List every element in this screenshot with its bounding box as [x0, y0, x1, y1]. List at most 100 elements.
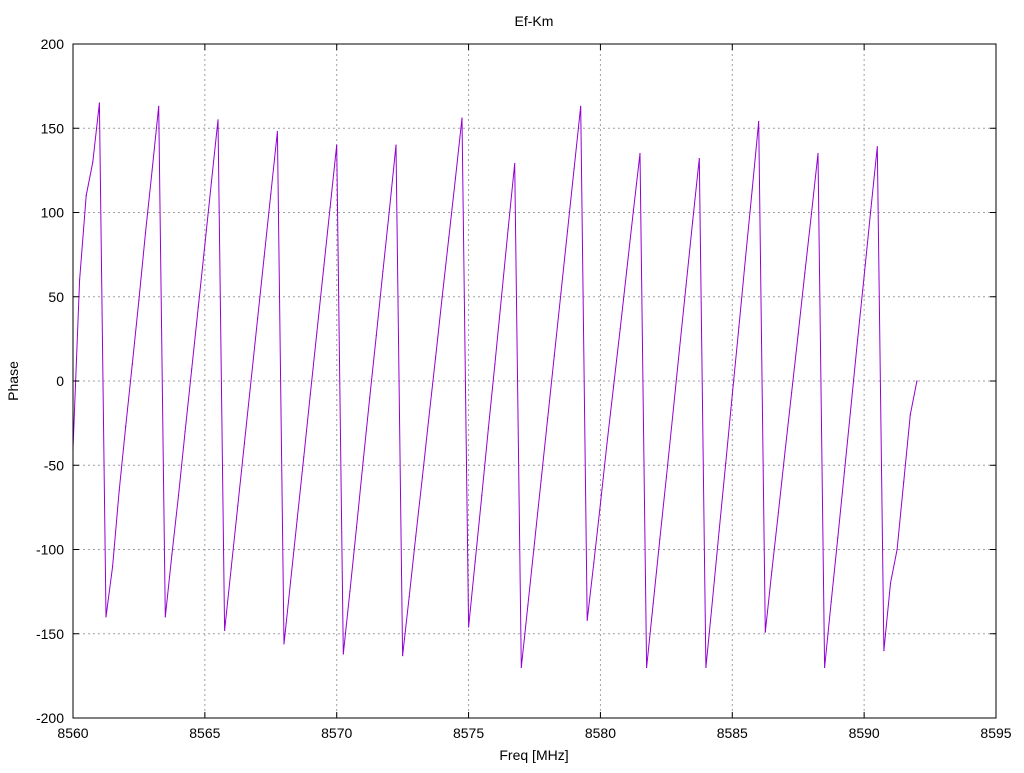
x-tick-label: 8590 — [849, 725, 880, 741]
series-line-phase — [72, 102, 918, 668]
data-point — [560, 292, 562, 294]
data-point — [705, 666, 707, 669]
y-tick-label: -150 — [36, 626, 64, 642]
data-point — [263, 255, 265, 257]
y-tick-label: -50 — [44, 457, 64, 473]
data-point — [474, 560, 476, 562]
data-point — [375, 334, 377, 337]
data-point — [138, 299, 140, 301]
data-point — [738, 326, 740, 328]
data-point — [758, 120, 760, 123]
data-point — [632, 210, 634, 212]
data-point — [217, 119, 219, 121]
data-point — [698, 157, 700, 160]
data-point — [388, 208, 391, 210]
y-axis-label: Phase — [5, 361, 21, 401]
data-point — [652, 602, 654, 605]
data-point — [402, 655, 404, 657]
data-point — [184, 430, 186, 433]
chart-title: Ef-Km — [515, 13, 554, 29]
data-point — [467, 626, 470, 628]
data-point — [296, 518, 298, 520]
data-point — [856, 339, 859, 342]
y-tick-label: 150 — [41, 120, 65, 136]
data-point — [316, 331, 318, 333]
data-point — [158, 105, 160, 107]
data-point — [777, 511, 780, 514]
data-point — [210, 181, 213, 183]
data-point — [270, 193, 272, 195]
x-tick-label: 8595 — [980, 725, 1011, 741]
data-point — [863, 275, 865, 278]
y-tick-label: 100 — [41, 205, 65, 221]
data-point — [896, 548, 898, 551]
data-point — [573, 168, 575, 170]
data-point — [619, 328, 621, 330]
data-point — [481, 494, 483, 497]
data-point — [764, 631, 766, 633]
data-point — [435, 356, 437, 359]
data-point — [718, 530, 720, 532]
data-point — [916, 380, 918, 382]
data-point — [606, 442, 608, 444]
data-point — [672, 412, 674, 414]
x-tick-label: 8580 — [585, 725, 616, 741]
data-point — [118, 489, 120, 492]
y-tick-label: -200 — [36, 710, 64, 726]
data-point — [230, 567, 232, 569]
data-point — [309, 393, 311, 396]
data-point — [665, 476, 667, 478]
x-tick-label: 8560 — [57, 725, 88, 741]
data-point — [566, 230, 569, 232]
data-point — [692, 220, 694, 222]
x-tick-label: 8570 — [321, 725, 352, 741]
data-point — [224, 629, 226, 631]
data-point — [276, 131, 278, 133]
data-point — [342, 653, 344, 655]
data-point — [843, 471, 845, 473]
data-point — [889, 582, 892, 584]
data-point — [830, 601, 832, 603]
data-point — [507, 228, 509, 230]
y-tick-label: 0 — [56, 373, 64, 389]
data-point — [599, 503, 602, 505]
data-point — [645, 666, 648, 669]
x-tick-label: 8575 — [453, 725, 484, 741]
data-point — [487, 427, 489, 429]
data-point — [349, 591, 351, 593]
data-point — [171, 553, 173, 556]
data-point — [870, 210, 872, 212]
data-point — [336, 144, 338, 146]
data-point — [797, 333, 799, 335]
series-group — [72, 102, 918, 669]
data-point — [197, 306, 199, 308]
data-point — [744, 257, 747, 259]
data-point — [731, 393, 733, 396]
data-point — [369, 397, 371, 399]
data-point — [461, 117, 463, 119]
y-tick-label: 200 — [41, 36, 65, 52]
data-point — [415, 535, 417, 537]
data-point — [547, 417, 549, 419]
data-point — [237, 505, 239, 507]
data-point — [191, 368, 193, 370]
data-point — [725, 462, 727, 465]
data-point — [408, 596, 410, 598]
x-tick-label: 8585 — [717, 725, 748, 741]
data-point — [329, 206, 331, 209]
data-point — [355, 526, 358, 529]
data-point — [533, 542, 536, 544]
data-point — [428, 415, 430, 417]
data-point — [421, 476, 424, 478]
data-point — [659, 538, 661, 540]
data-point — [494, 363, 496, 365]
data-point — [177, 494, 180, 497]
data-point — [540, 479, 542, 482]
data-point — [514, 163, 516, 165]
data-point — [85, 195, 87, 197]
data-point — [593, 562, 595, 564]
data-point — [500, 296, 503, 298]
data-point — [303, 456, 305, 458]
data-point — [527, 604, 529, 606]
data-point — [289, 580, 292, 583]
